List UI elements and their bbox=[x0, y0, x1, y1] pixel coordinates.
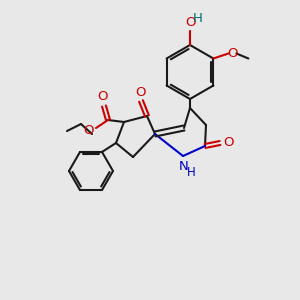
Text: O: O bbox=[83, 124, 93, 136]
Text: O: O bbox=[98, 91, 108, 103]
Text: O: O bbox=[224, 136, 234, 149]
Text: H: H bbox=[193, 11, 203, 25]
Text: H: H bbox=[187, 167, 195, 179]
Text: N: N bbox=[179, 160, 189, 172]
Text: O: O bbox=[185, 16, 195, 29]
Text: O: O bbox=[136, 85, 146, 98]
Text: O: O bbox=[227, 47, 238, 60]
